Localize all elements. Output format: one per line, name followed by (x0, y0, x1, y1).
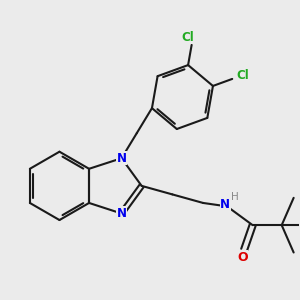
Text: H: H (231, 192, 239, 202)
Text: N: N (116, 207, 127, 220)
Text: N: N (116, 152, 127, 165)
Text: Cl: Cl (182, 31, 195, 44)
Text: O: O (237, 251, 248, 264)
Text: N: N (220, 198, 230, 211)
Text: Cl: Cl (236, 69, 249, 82)
